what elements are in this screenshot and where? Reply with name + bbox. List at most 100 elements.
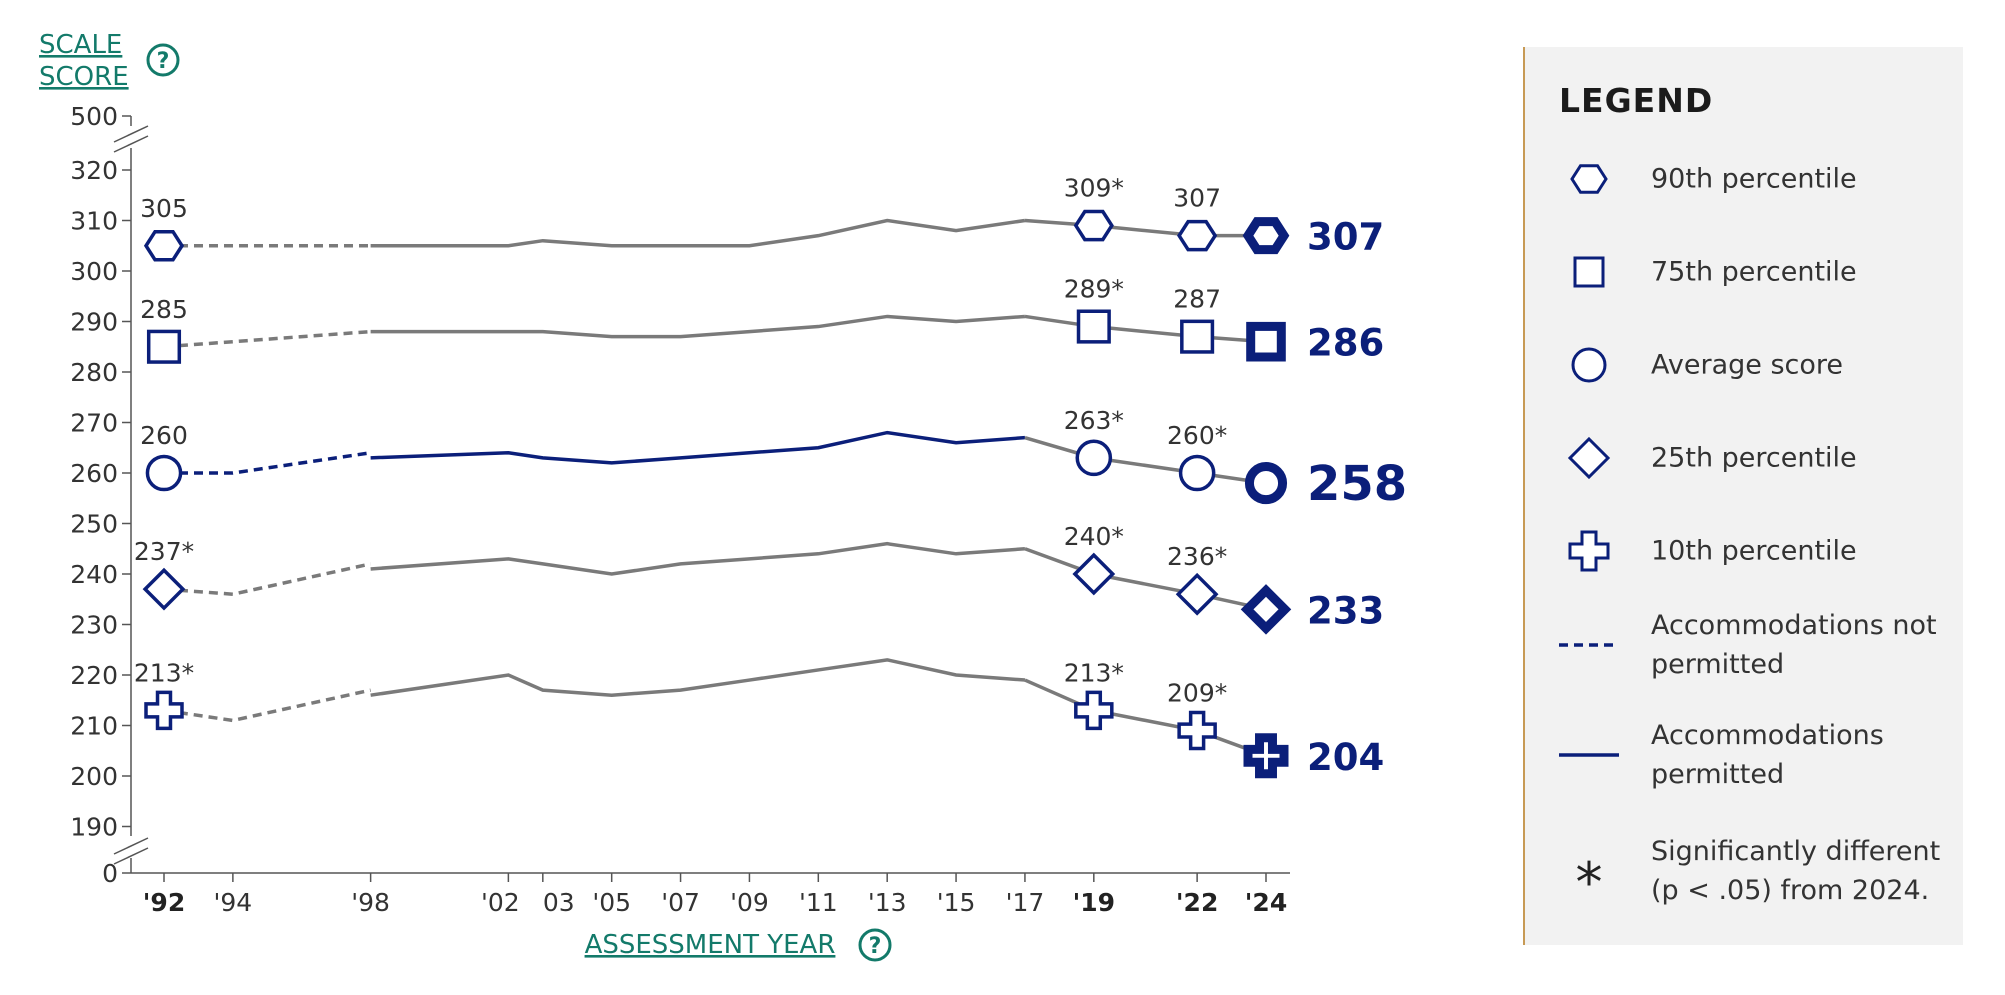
legend-item-label: 75th percentile: [1651, 256, 1857, 288]
diamond-marker: [1175, 572, 1219, 616]
legend-item-solid-line: Accommodations permitted: [1559, 715, 1949, 795]
y-axis-label[interactable]: SCALE SCORE: [39, 30, 129, 92]
point-label: 213*: [1064, 658, 1124, 687]
circle-recent-line: [1024, 435, 1267, 485]
axis-break-mark: [113, 125, 149, 143]
circle-dashed-line: [164, 451, 371, 475]
point-label: 209*: [1167, 679, 1227, 708]
legend-item-hexagon: 90th percentile: [1559, 139, 1949, 219]
y-tick-label: 290: [70, 308, 118, 337]
square-solid-line: [370, 314, 1026, 339]
square-marker: [1180, 319, 1215, 354]
x-axis-help-icon[interactable]: ?: [858, 928, 892, 962]
hexagon-solid-line: [370, 218, 1026, 248]
y-axis-help-icon[interactable]: ?: [146, 43, 180, 77]
x-tick-label: '15: [937, 888, 976, 917]
y-tick-label: 200: [70, 762, 118, 791]
series-markers: [142, 209, 1292, 779]
plus-recent-line: [1024, 678, 1267, 758]
point-label: 307: [1173, 184, 1221, 213]
legend-panel: LEGEND 90th percentile 75th percentile Ave…: [1523, 47, 1963, 945]
legend-item-circle: Average score: [1559, 325, 1949, 405]
end-value-label: 307: [1307, 216, 1384, 259]
hexagon-marker-2024: [1242, 217, 1290, 255]
x-tick-label: '92: [143, 888, 185, 917]
legend-item-label: 90th percentile: [1651, 163, 1857, 195]
square-dashed-line: [163, 329, 371, 349]
x-axis-label-text[interactable]: ASSESSMENT YEAR: [585, 930, 836, 960]
y-axis-label-line1[interactable]: SCALE: [39, 30, 122, 60]
x-tick-label: '22: [1176, 888, 1218, 917]
point-label: 305: [140, 194, 188, 223]
x-tick-label: '05: [592, 888, 631, 917]
x-tick-label: '11: [799, 888, 838, 917]
end-value-label: 233: [1307, 589, 1384, 632]
point-label: 236*: [1167, 542, 1227, 571]
circle-solid-line: [370, 430, 1026, 465]
diamond-marker-2024: [1240, 584, 1292, 635]
svg-text:?: ?: [869, 934, 882, 959]
dashed-line-icon: [1559, 605, 1619, 685]
point-label: 260*: [1167, 421, 1227, 450]
axes: 500 320 310 300 290 280 270 260 250 240 230 220 210 2…: [70, 102, 1290, 917]
x-tick-label: '02: [481, 888, 520, 917]
legend-item-plus: 10th percentile: [1559, 511, 1949, 591]
legend-item-dashed-line: Accommodations not permitted: [1559, 605, 1949, 685]
hexagon-marker: [1177, 219, 1218, 252]
x-tick-label: '13: [868, 888, 907, 917]
point-label: 260: [140, 421, 188, 450]
axis-break-mark: [113, 847, 149, 865]
point-labels: 305 309* 307 307 285 289* 287 286 260 263* 260* 258…: [134, 174, 1407, 779]
legend-item-label: Accommodations permitted: [1651, 720, 1884, 790]
point-label: 287: [1173, 285, 1221, 314]
diamond-icon: [1559, 418, 1619, 498]
x-tick-label: '07: [661, 888, 700, 917]
hexagon-marker: [143, 229, 185, 262]
line-chart: SCALE SCORE ? 500 320 310 300 290 280 270 260 25…: [39, 30, 1407, 962]
y-axis-label-line2[interactable]: SCORE: [39, 62, 129, 92]
legend-title: LEGEND: [1559, 81, 1714, 120]
plus-solid-line: [370, 658, 1026, 697]
legend-item-diamond: 25th percentile: [1559, 418, 1949, 498]
legend-item-label: 10th percentile: [1651, 535, 1857, 567]
y-tick-label: 320: [70, 156, 118, 185]
legend-item-label: Accommodations not permitted: [1651, 610, 1937, 680]
square-marker: [146, 329, 182, 364]
x-tick-label: '19: [1073, 888, 1115, 917]
legend-item-label: 25th percentile: [1651, 442, 1857, 474]
legend-item-label: Average score: [1651, 349, 1844, 381]
hexagon-icon: [1559, 139, 1619, 219]
point-label: 263*: [1064, 406, 1124, 435]
x-tick-label: '94: [214, 888, 253, 917]
diamond-marker: [1072, 552, 1116, 596]
legend-item-label: Significantly different (p < .05) from 2…: [1651, 836, 1941, 906]
hexagon-marker: [1073, 209, 1114, 242]
circle-marker-2024: [1244, 462, 1288, 505]
axis-break-mark: [113, 135, 149, 153]
axis-break-mark: [113, 837, 149, 855]
x-tick-label: '17: [1006, 888, 1045, 917]
point-label: 289*: [1064, 275, 1124, 304]
y-tick-label: 500: [70, 102, 118, 131]
point-label: 237*: [134, 537, 194, 566]
y-tick-label: 190: [70, 813, 118, 842]
point-label: 240*: [1064, 522, 1124, 551]
diamond-recent-line: [1024, 547, 1267, 612]
square-icon: [1559, 232, 1619, 312]
y-tick-label: 310: [70, 207, 118, 236]
circle-marker: [1075, 439, 1113, 477]
svg-text:?: ?: [157, 49, 170, 74]
hexagon-recent-line: [1024, 218, 1266, 238]
legend-item-asterisk: * Significantly different (p < .05) from …: [1559, 831, 1949, 914]
svg-text:*: *: [1576, 851, 1603, 911]
point-label: 213*: [134, 658, 194, 687]
x-axis-label[interactable]: ASSESSMENT YEAR: [585, 930, 836, 960]
end-value-label: 258: [1307, 456, 1407, 512]
plus-marker-2024: [1243, 733, 1289, 779]
y-tick-label: 220: [70, 661, 118, 690]
end-value-label: 286: [1307, 322, 1384, 365]
series-lines: [163, 218, 1267, 758]
legend-item-square: 75th percentile: [1559, 232, 1949, 312]
x-tick-label: '98: [351, 888, 390, 917]
y-tick-label: 260: [70, 459, 118, 488]
